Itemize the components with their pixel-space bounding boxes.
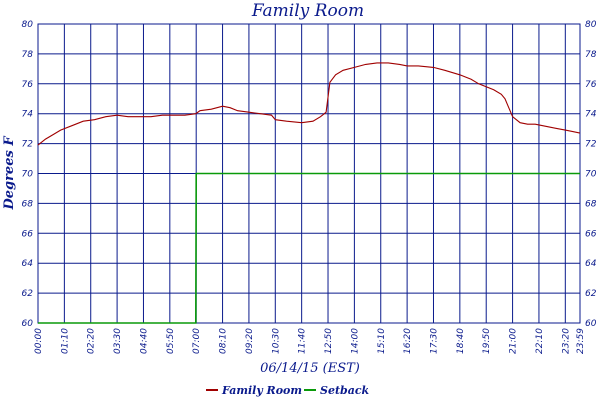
- legend-label-family-room: Family Room: [221, 384, 302, 397]
- y-tick-label-right: 78: [585, 50, 597, 60]
- y-tick-label-right: 74: [585, 110, 597, 120]
- y-tick-label-left: 64: [22, 259, 34, 269]
- y-tick-label-left: 60: [22, 319, 34, 329]
- y-tick-label-left: 66: [22, 229, 34, 239]
- y-tick-label-right: 70: [585, 170, 597, 180]
- y-tick-label-left: 78: [22, 50, 34, 60]
- y-axis-label: Degrees F: [2, 136, 17, 211]
- x-tick-label: 04:40: [139, 328, 149, 354]
- y-tick-label-left: 76: [22, 80, 34, 90]
- x-tick-label: 02:20: [87, 328, 97, 354]
- legend: Family Room Setback: [206, 384, 370, 397]
- y-tick-label-left: 68: [22, 199, 34, 209]
- x-tick-label: 11:40: [298, 328, 308, 354]
- x-tick-label: 00:00: [34, 328, 44, 354]
- y-tick-label-right: 76: [585, 80, 597, 90]
- x-tick-label: 09:20: [245, 328, 255, 354]
- x-tick-label: 15:10: [377, 328, 387, 354]
- y-tick-label-right: 68: [585, 199, 597, 209]
- x-tick-label: 21:00: [509, 328, 519, 354]
- x-tick-label: 12:50: [324, 328, 334, 354]
- y-ticks-left: 60 62 64 66 68 70 72 74 76 78 80: [22, 20, 34, 329]
- y-tick-label-right: 80: [585, 20, 597, 30]
- x-tick-label: 08:10: [219, 328, 229, 354]
- y-tick-label-left: 80: [22, 20, 34, 30]
- y-tick-label-left: 62: [22, 289, 34, 299]
- y-tick-label-right: 66: [585, 229, 597, 239]
- y-tick-label-right: 62: [585, 289, 597, 299]
- x-tick-label: 01:10: [60, 328, 70, 354]
- x-tick-label: 19:50: [482, 328, 492, 354]
- series-line-setback: [38, 172, 580, 324]
- x-tick-label: 16:20: [403, 328, 413, 354]
- x-tick-label: 03:30: [113, 328, 123, 354]
- y-tick-label-left: 74: [22, 110, 34, 120]
- legend-label-setback: Setback: [320, 384, 370, 397]
- x-axis-label: 06/14/15 (EST): [260, 361, 360, 376]
- x-tick-label: 22:10: [535, 328, 545, 354]
- y-ticks-right: 60 62 64 66 68 70 72 74 76 78 80: [585, 20, 597, 329]
- y-tick-label-right: 64: [585, 259, 597, 269]
- y-tick-label-right: 60: [585, 319, 597, 329]
- x-tick-label: 05:50: [166, 328, 176, 354]
- x-tick-label: 07:00: [192, 328, 202, 354]
- x-tick-label: 23:20: [561, 328, 571, 354]
- chart-title: Family Room: [251, 1, 364, 21]
- x-tick-label: 17:30: [429, 328, 439, 354]
- x-tick-label: 10:30: [271, 328, 281, 354]
- x-ticks: 00:00 01:10 02:20 03:30 04:40 05:50 07:00 08:10…: [34, 328, 586, 354]
- y-tick-label-right: 72: [585, 140, 597, 150]
- x-tick-label: 14:00: [350, 328, 360, 354]
- y-tick-label-left: 70: [22, 170, 34, 180]
- y-tick-label-left: 72: [22, 140, 34, 150]
- series-line-family-room: [37, 62, 581, 146]
- x-tick-label: 18:40: [456, 328, 466, 354]
- series-layer: [37, 62, 581, 324]
- x-tick-label: 23:59: [576, 328, 586, 354]
